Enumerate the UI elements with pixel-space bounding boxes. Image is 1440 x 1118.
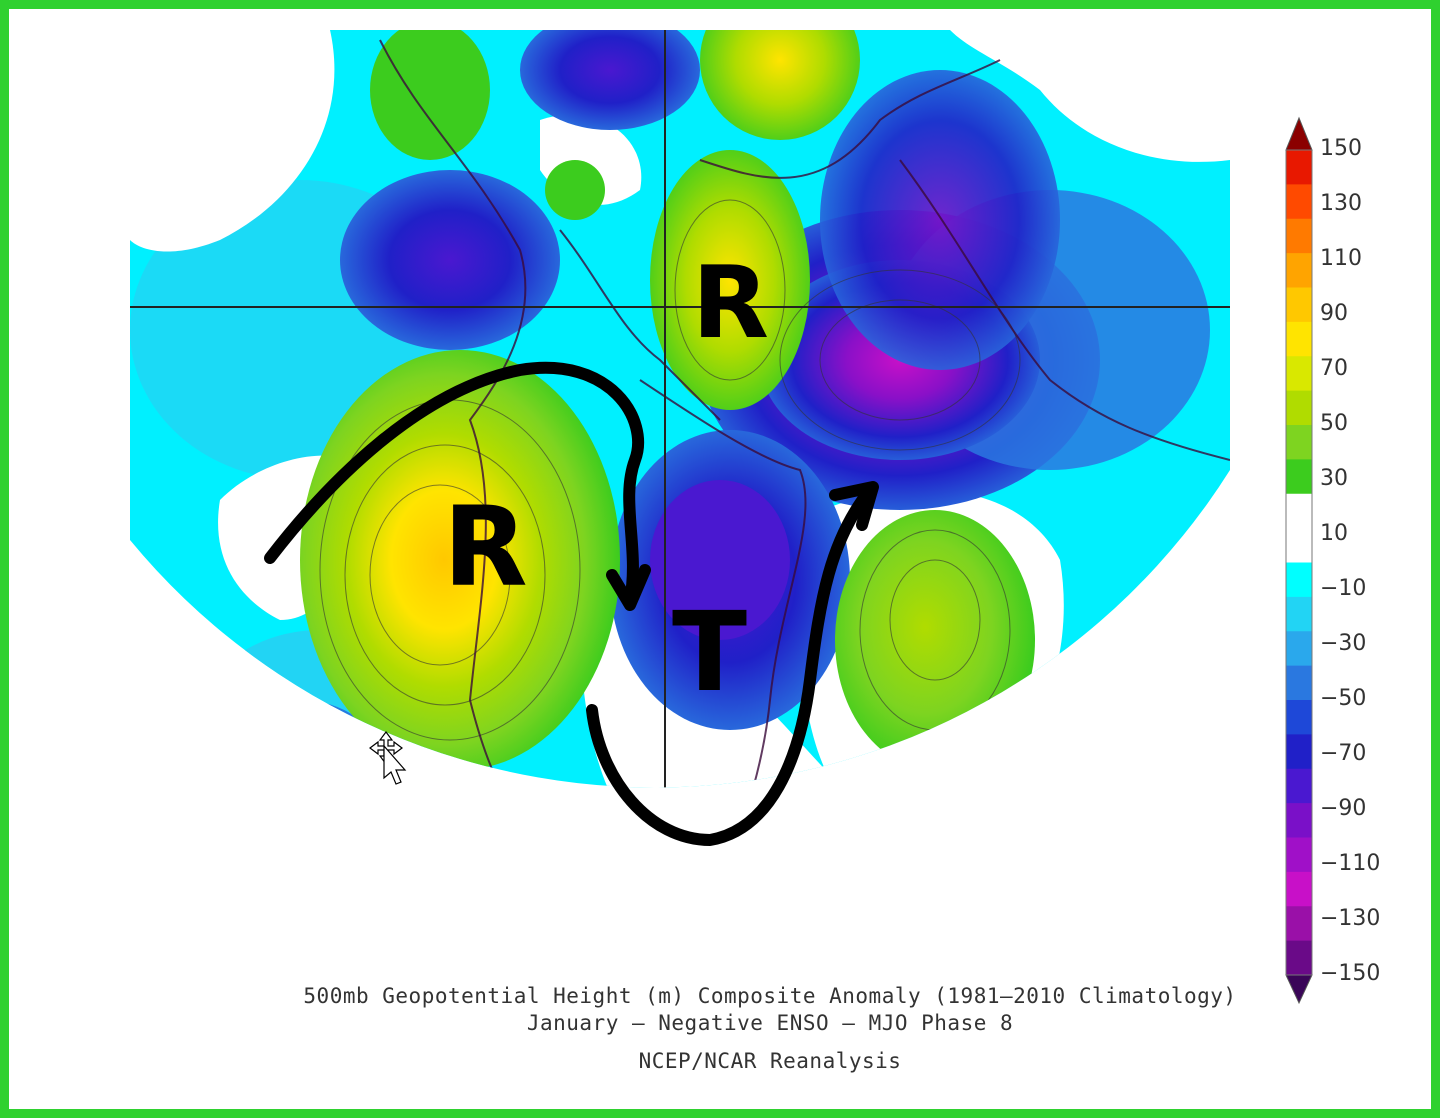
colorbar-tick-label: 10	[1320, 521, 1348, 546]
colorbar-segment	[1286, 493, 1312, 529]
colorbar-tick-label: 70	[1320, 356, 1348, 381]
colorbar-tick-labels: 150 130 110 90 70 50 30 10 −10 −30 −50 −70 −90 −110 −1…	[1320, 136, 1380, 986]
colorbar-tick-label: −70	[1320, 741, 1366, 766]
colorbar-segment	[1286, 287, 1312, 323]
colorbar-segment	[1286, 390, 1312, 426]
colorbar-tick-label: 110	[1320, 246, 1362, 271]
colorbar-segment	[1286, 596, 1312, 632]
colorbar-tick-label: −10	[1320, 576, 1366, 601]
colorbar-tick-label: −90	[1320, 796, 1366, 821]
caption-subtitle: January – Negative ENSO – MJO Phase 8	[526, 1011, 1014, 1035]
colorbar-tick-label: 50	[1320, 411, 1348, 436]
colorbar-segment	[1286, 218, 1312, 254]
colorbar-tick-label: −110	[1320, 851, 1380, 876]
colorbar-tick-label: 130	[1320, 191, 1362, 216]
colorbar-tick-label: 90	[1320, 301, 1348, 326]
colorbar-segment	[1286, 321, 1312, 357]
ridge-west-label: R	[443, 483, 528, 611]
colorbar-segment	[1286, 665, 1312, 701]
colorbar-segment	[1286, 768, 1312, 804]
colorbar-top-arrow	[1285, 116, 1313, 151]
colorbar-segment	[1286, 837, 1312, 873]
move-cursor-icon	[369, 731, 407, 785]
jet-stream-arrow	[264, 362, 879, 846]
colorbar-segment	[1286, 528, 1312, 563]
height-anomaly-field	[130, 30, 1230, 788]
colorbar-segment	[1286, 253, 1312, 288]
colorbar-segment	[1286, 734, 1312, 770]
colorbar-tick-label: −50	[1320, 686, 1366, 711]
colorbar-segment	[1286, 356, 1312, 392]
colorbar-segment	[1286, 906, 1312, 942]
colorbar-tick-label: −30	[1320, 631, 1366, 656]
colorbar-segment	[1286, 184, 1312, 220]
caption-source: NCEP/NCAR Reanalysis	[638, 1049, 902, 1073]
colorbar-tick-label: 30	[1320, 466, 1348, 491]
colorbar-segment	[1286, 150, 1312, 185]
colorbar-tick-label: −150	[1320, 961, 1380, 986]
caption-title: 500mb Geopotential Height (m) Composite …	[303, 984, 1237, 1008]
colorbar-segment	[1286, 940, 1312, 976]
trough-east-label: T	[672, 588, 747, 716]
colorbar-segment	[1286, 871, 1312, 907]
colorbar-segment	[1286, 631, 1312, 667]
colorbar-outline	[1285, 149, 1313, 976]
colorbar-legend	[1285, 116, 1313, 1005]
colorbar-segment	[1286, 700, 1312, 735]
colorbar-tick-label: −130	[1320, 906, 1380, 931]
colorbar-segment	[1286, 803, 1312, 838]
colorbar-tick-label: 150	[1320, 136, 1362, 161]
colorbar-segment	[1286, 425, 1312, 460]
colorbar-segment	[1286, 562, 1312, 598]
ridge-north-label: R	[692, 244, 769, 361]
colorbar-segment	[1286, 459, 1312, 495]
